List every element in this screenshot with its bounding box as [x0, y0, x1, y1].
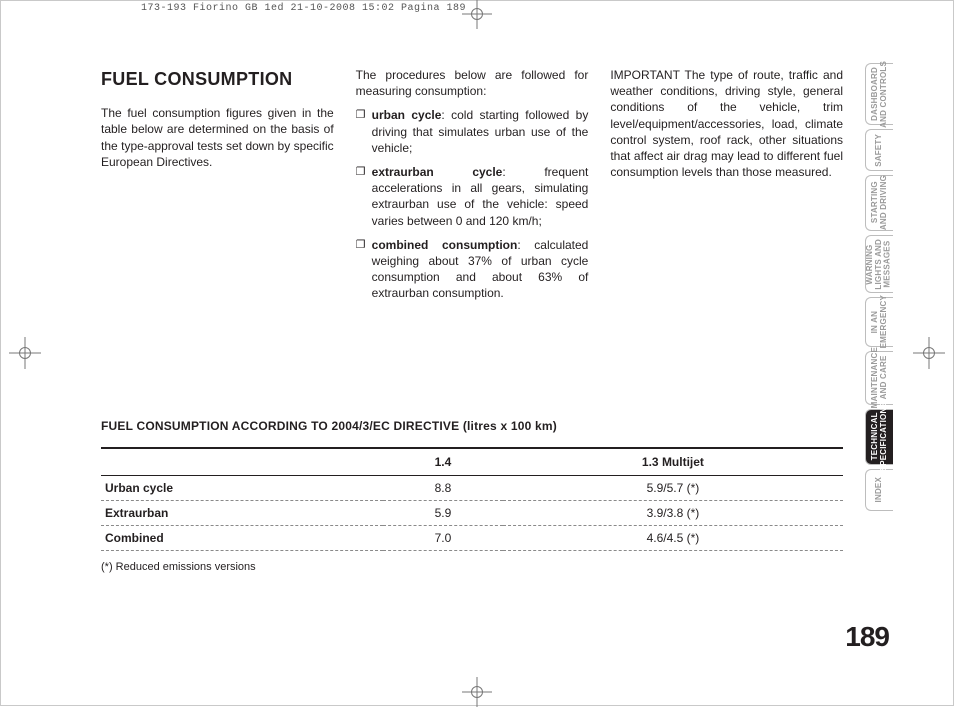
side-tabs: DASHBOARD AND CONTROLS SAFETY STARTING A…: [865, 63, 893, 511]
cell-value: 5.9: [383, 501, 503, 526]
important-note: IMPORTANT The type of route, traffic and…: [610, 67, 843, 180]
column-1: FUEL CONSUMPTION The fuel consumption fi…: [101, 67, 334, 309]
table-header-row: 1.4 1.3 Multijet: [101, 448, 843, 476]
table-header-13mj: 1.3 Multijet: [503, 448, 843, 476]
tab-emergency[interactable]: IN AN EMERGENCY: [865, 297, 893, 347]
list-item-combined: combined consumption: calculated weighin…: [356, 237, 589, 302]
print-header: 173-193 Fiorino GB 1ed 21-10-2008 15:02 …: [141, 3, 466, 14]
cell-value: 4.6/4.5 (*): [503, 526, 843, 551]
text-columns: FUEL CONSUMPTION The fuel consumption fi…: [101, 67, 843, 309]
table-footnote: (*) Reduced emissions versions: [101, 561, 843, 573]
tab-index[interactable]: INDEX: [865, 469, 893, 511]
cell-value: 8.8: [383, 476, 503, 501]
page-frame: 173-193 Fiorino GB 1ed 21-10-2008 15:02 …: [0, 0, 954, 706]
fuel-table: 1.4 1.3 Multijet Urban cycle 8.8 5.9/5.7…: [101, 447, 843, 551]
cell-value: 7.0: [383, 526, 503, 551]
registration-mark-left: [9, 337, 41, 369]
registration-mark-bottom: [462, 677, 492, 707]
tab-starting-driving[interactable]: STARTING AND DRIVING: [865, 175, 893, 231]
tab-dashboard-controls[interactable]: DASHBOARD AND CONTROLS: [865, 63, 893, 125]
column-3: IMPORTANT The type of route, traffic and…: [610, 67, 843, 309]
intro-paragraph: The fuel consumption figures given in th…: [101, 105, 334, 170]
tab-warning-lights[interactable]: WARNING LIGHTS AND MESSAGES: [865, 235, 893, 293]
tab-safety[interactable]: SAFETY: [865, 129, 893, 171]
list-item-extraurban: extraurban cycle: frequent accelerations…: [356, 164, 589, 229]
cell-value: 3.9/3.8 (*): [503, 501, 843, 526]
procedures-list: urban cycle: cold starting followed by d…: [356, 107, 589, 301]
procedures-intro: The procedures below are followed for me…: [356, 67, 589, 99]
row-label: Extraurban: [101, 501, 383, 526]
table-block: FUEL CONSUMPTION ACCORDING TO 2004/3/EC …: [101, 419, 843, 573]
table-row: Combined 7.0 4.6/4.5 (*): [101, 526, 843, 551]
row-label: Urban cycle: [101, 476, 383, 501]
table-header-14: 1.4: [383, 448, 503, 476]
page-number: 189: [845, 621, 889, 653]
table-title: FUEL CONSUMPTION ACCORDING TO 2004/3/EC …: [101, 419, 843, 433]
section-title: FUEL CONSUMPTION: [101, 67, 334, 91]
content-area: FUEL CONSUMPTION The fuel consumption fi…: [101, 67, 843, 573]
tab-technical-specs[interactable]: TECHNICAL SPECIFICATIONS: [865, 409, 893, 465]
registration-mark-right: [913, 337, 945, 369]
table-row: Urban cycle 8.8 5.9/5.7 (*): [101, 476, 843, 501]
cell-value: 5.9/5.7 (*): [503, 476, 843, 501]
table-row: Extraurban 5.9 3.9/3.8 (*): [101, 501, 843, 526]
table-header-blank: [101, 448, 383, 476]
column-2: The procedures below are followed for me…: [356, 67, 589, 309]
registration-mark-top: [462, 0, 492, 29]
tab-maintenance[interactable]: MAINTENANCE AND CARE: [865, 351, 893, 405]
row-label: Combined: [101, 526, 383, 551]
list-item-urban: urban cycle: cold starting followed by d…: [356, 107, 589, 156]
